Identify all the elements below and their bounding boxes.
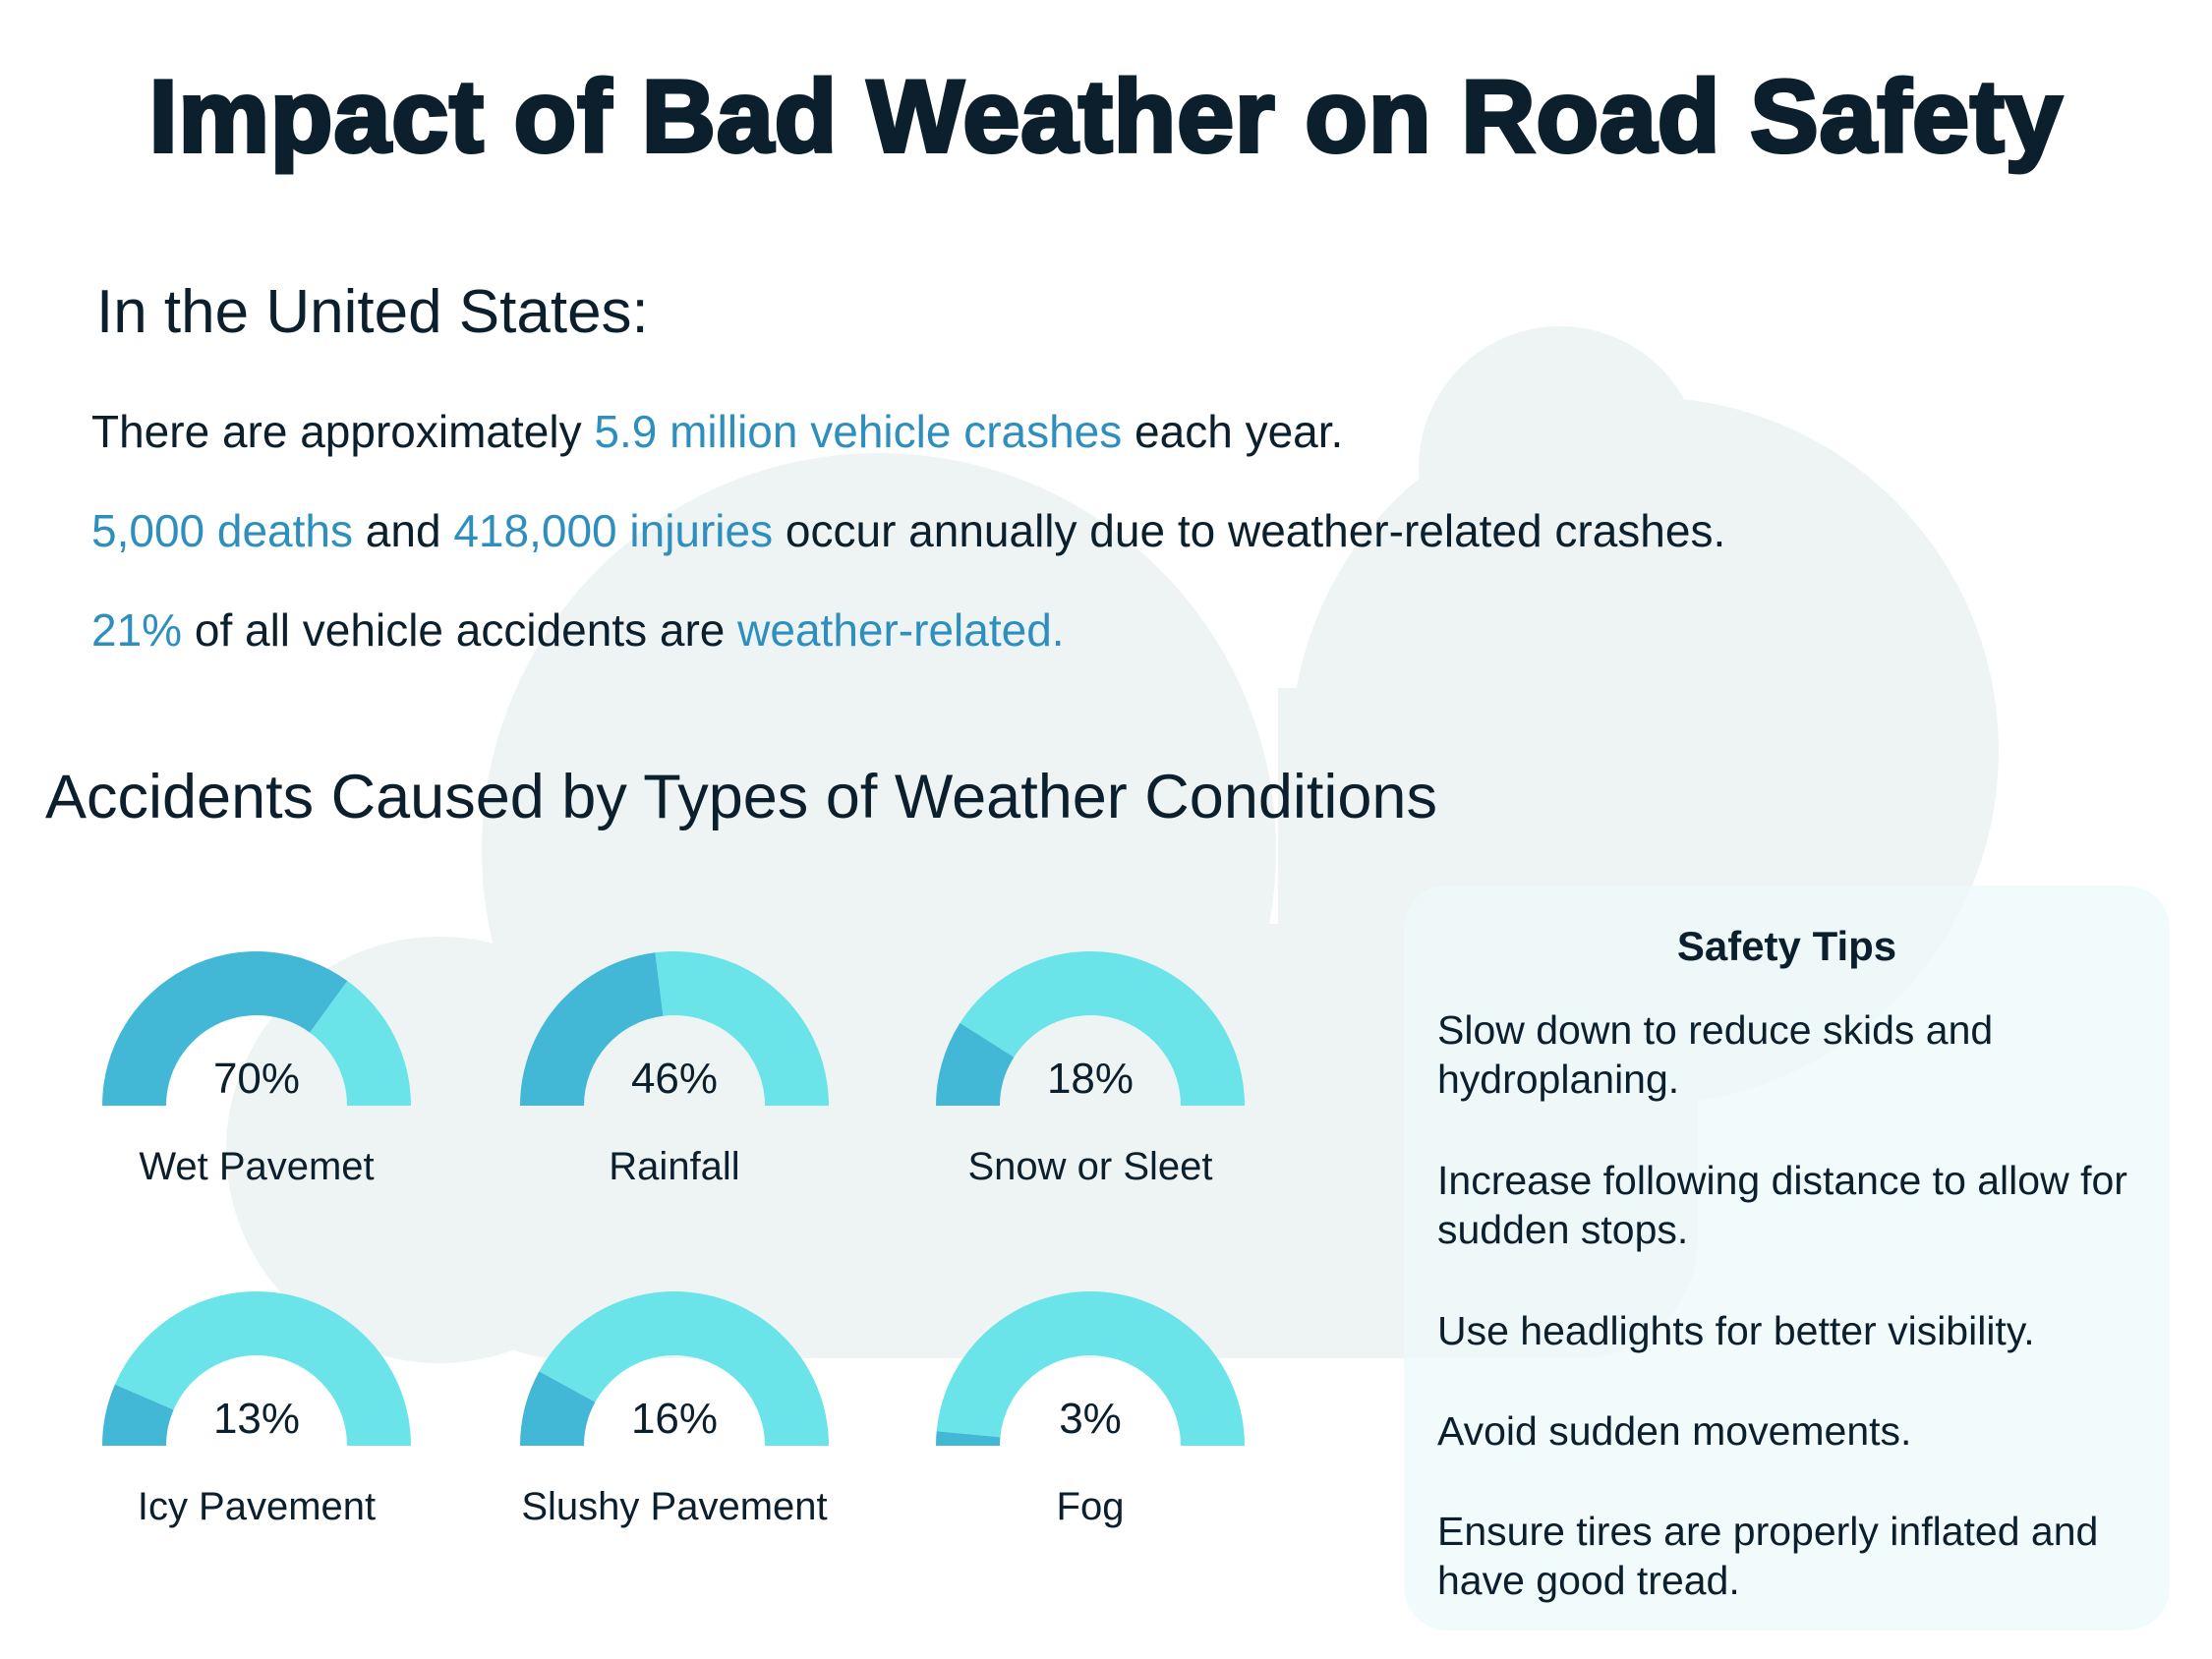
stat-weather-related: 21% of all vehicle accidents are weather…	[91, 603, 1065, 657]
gauge-value-segment	[520, 952, 664, 1106]
gauge-value-segment	[936, 1431, 1001, 1446]
gauge-wet-pavemet: 70% Wet Pavemet	[60, 948, 453, 1283]
gauge-arc	[102, 1291, 411, 1446]
stat-deaths-injuries: 5,000 deaths and 418,000 injuries occur …	[91, 504, 1725, 557]
stat-highlight: 5.9 million vehicle crashes	[594, 406, 1123, 457]
tip-item: Avoid sudden movements.	[1437, 1408, 1912, 1454]
gauge-remaining-segment	[936, 1291, 1245, 1446]
gauge-remaining-segment	[539, 1291, 829, 1446]
stat-highlight: 21%	[91, 604, 183, 656]
safety-tips-panel: Safety Tips Slow down to reduce skids an…	[1404, 886, 2170, 1630]
stat-text: each year.	[1122, 406, 1344, 457]
gauge-rainfall: 46% Rainfall	[478, 948, 871, 1283]
gauge-value-segment	[102, 951, 348, 1106]
gauge-remaining-segment	[960, 951, 1245, 1106]
gauge-remaining-segment	[114, 1291, 411, 1446]
stat-highlight: 418,000 injuries	[453, 505, 774, 556]
tip-item: Slow down to reduce skids and hydroplani…	[1437, 1007, 1994, 1102]
gauge-percent-label: 18%	[1046, 1055, 1135, 1103]
gauge-category-label: Snow or Sleet	[967, 1145, 1213, 1188]
gauge-value-segment	[102, 1384, 174, 1446]
region-subtitle: In the United States:	[96, 278, 649, 346]
gauge-icy-pavement: 13% Icy Pavement	[60, 1288, 453, 1623]
gauge-percent-label: 70%	[212, 1055, 301, 1103]
section-title: Accidents Caused by Types of Weather Con…	[45, 763, 1437, 831]
gauge-percent-label: 16%	[630, 1395, 719, 1443]
stat-text: of all vehicle accidents are	[182, 604, 738, 656]
safety-tips-title: Safety Tips	[1676, 923, 1897, 969]
stat-text: and	[353, 505, 454, 556]
gauge-category-label: Slushy Pavement	[521, 1485, 828, 1528]
tip-item: Increase following distance to allow for…	[1437, 1158, 2127, 1252]
gauge-arc	[102, 951, 411, 1106]
stat-text: occur annually due to weather-related cr…	[773, 505, 1726, 556]
gauge-percent-label: 46%	[630, 1055, 719, 1103]
gauge-slushy-pavement: 16% Slushy Pavement	[478, 1288, 871, 1623]
stat-text: There are approximately	[91, 406, 595, 457]
gauge-category-label: Icy Pavement	[137, 1485, 377, 1528]
gauge-remaining-segment	[310, 980, 411, 1106]
gauge-percent-label: 13%	[212, 1395, 301, 1443]
gauge-fog: 3% Fog	[894, 1288, 1287, 1623]
gauge-value-segment	[936, 1022, 1015, 1106]
gauge-arc	[936, 1291, 1245, 1446]
gauge-percent-label: 3%	[1059, 1395, 1122, 1443]
gauge-remaining-segment	[655, 951, 829, 1106]
gauge-value-segment	[520, 1371, 596, 1446]
stat-crashes: There are approximately 5.9 million vehi…	[91, 405, 1343, 458]
gauge-category-label: Wet Pavemet	[139, 1145, 375, 1188]
gauge-category-label: Rainfall	[609, 1145, 740, 1188]
gauge-arc	[520, 951, 829, 1106]
gauge-category-label: Fog	[1056, 1485, 1125, 1528]
gauge-snow-or-sleet: 18% Snow or Sleet	[894, 948, 1287, 1283]
stat-highlight: 5,000 deaths	[91, 505, 354, 556]
gauge-arc	[936, 951, 1245, 1106]
tip-item: Use headlights for better visibility.	[1437, 1308, 2035, 1353]
tip-item: Ensure tires are properly inflated and h…	[1437, 1509, 2099, 1603]
gauge-arc	[520, 1291, 829, 1446]
page-title: Impact of Bad Weather on Road Safety	[147, 58, 2065, 176]
stat-highlight: weather-related.	[737, 604, 1065, 656]
